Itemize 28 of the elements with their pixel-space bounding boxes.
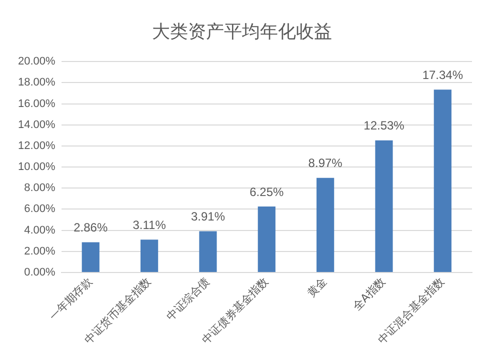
x-tick-label: 黄金 [304,275,330,300]
y-tick-label: 18.00% [18,76,56,89]
bar [316,178,334,272]
y-tick-label: 4.00% [24,224,56,236]
bar [375,140,393,272]
bar [199,231,217,272]
x-tick-label: 中证综合债 [164,275,212,324]
y-tick-label: 16.00% [18,98,56,110]
y-tick-label: 14.00% [18,118,56,131]
data-label: 3.11% [132,218,166,232]
data-label: 3.91% [190,210,226,224]
bar [258,206,276,272]
data-label: 6.25% [250,184,284,199]
y-tick-label: 12.00% [18,140,56,152]
chart-title: 大类资产平均年化收益 [152,21,332,42]
bar [82,242,100,272]
data-label: 2.86% [74,220,108,235]
bar [434,90,452,272]
x-tick-label: 全A指数 [350,275,388,313]
y-tick-label: 6.00% [24,203,56,216]
data-label: 8.97% [308,156,343,170]
y-tick-label: 8.00% [24,182,56,194]
data-label: 12.53% [364,118,405,133]
data-label: 17.34% [422,68,464,82]
bar [140,240,158,272]
y-tick-label: 2.00% [24,245,56,258]
y-tick-label: 20.00% [18,56,56,68]
y-tick-label: 10.00% [18,161,56,174]
